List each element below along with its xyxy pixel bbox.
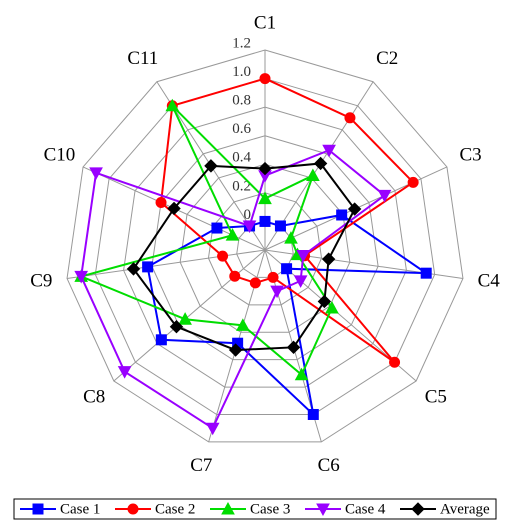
category-label: C7: [190, 455, 212, 476]
marker: [142, 261, 154, 273]
series-line: [159, 77, 415, 364]
series-line: [80, 149, 387, 430]
r-tick-label: 1.2: [232, 35, 251, 51]
grid-ring: [94, 78, 436, 415]
category-label: C3: [459, 144, 481, 165]
category-label: C8: [83, 386, 105, 407]
marker: [229, 270, 241, 282]
marker: [377, 189, 392, 203]
r-tick-label: 0.8: [232, 93, 251, 109]
spoke: [113, 249, 266, 382]
grid-ring: [66, 49, 464, 443]
legend-marker: [316, 503, 330, 517]
marker: [259, 215, 271, 227]
marker: [178, 312, 192, 325]
marker: [126, 262, 141, 276]
legend-label: Case 2: [155, 501, 195, 517]
category-label: C2: [376, 48, 398, 69]
marker: [205, 422, 220, 436]
series-line: [132, 162, 356, 352]
legend-marker: [32, 503, 44, 515]
grid: C1 C2 C3 C4 C5 C6 C7 C8 C9 C10 C11 0 0.2 0.4 0.6 0.8 1.0…: [30, 12, 500, 476]
legend: Case 1 Case 2 Case 3 Case 4 Average: [20, 501, 490, 517]
legend-label: Case 3: [250, 501, 290, 517]
marker: [204, 159, 218, 173]
category-label: C9: [30, 271, 52, 292]
marker: [217, 250, 229, 262]
grid-ring: [151, 135, 379, 361]
legend-marker: [411, 502, 425, 516]
legend-label: Case 4: [345, 501, 386, 517]
grid-ring: [123, 106, 407, 388]
marker: [313, 156, 328, 171]
legend-label: Average: [440, 501, 490, 517]
marker: [267, 271, 279, 283]
marker: [155, 334, 167, 346]
marker: [389, 356, 401, 368]
category-label: C5: [425, 386, 447, 407]
legend-marker: [221, 501, 235, 515]
legend-marker: [127, 503, 139, 515]
legend-label: Case 1: [60, 501, 100, 517]
marker: [270, 285, 284, 299]
plot: [74, 73, 432, 436]
marker: [242, 220, 257, 234]
r-tick-label: 0.6: [232, 121, 251, 137]
marker: [296, 249, 311, 263]
marker: [344, 112, 356, 124]
marker: [89, 167, 103, 180]
marker: [211, 222, 223, 234]
category-label: C1: [254, 12, 276, 33]
marker: [259, 73, 271, 85]
r-tick-label: 0.4: [232, 150, 251, 166]
marker: [258, 191, 272, 205]
marker: [407, 176, 419, 188]
marker: [155, 197, 167, 209]
marker: [249, 277, 261, 289]
marker: [306, 168, 320, 181]
marker: [258, 161, 272, 176]
category-label: C11: [127, 48, 158, 69]
marker: [325, 300, 339, 314]
r-tick-label: 0.2: [232, 178, 251, 194]
marker: [294, 367, 309, 381]
grid-ring: [207, 192, 323, 306]
r-tick-label: 0: [244, 207, 252, 223]
spoke: [66, 249, 266, 279]
marker: [347, 202, 362, 216]
marker: [167, 201, 181, 216]
series-line: [78, 105, 334, 377]
marker: [420, 267, 432, 279]
marker: [321, 252, 336, 266]
marker: [307, 408, 319, 420]
marker: [322, 144, 336, 158]
category-label: C6: [318, 455, 340, 476]
marker: [281, 263, 293, 275]
marker: [284, 231, 298, 244]
marker: [169, 320, 184, 334]
marker: [117, 366, 132, 379]
marker: [274, 220, 286, 232]
marker: [286, 340, 301, 355]
marker: [317, 294, 332, 309]
marker: [165, 98, 180, 112]
marker: [228, 343, 243, 357]
marker: [74, 270, 89, 284]
series-line: [146, 213, 430, 418]
category-label: C10: [44, 144, 76, 165]
category-label: C4: [478, 271, 501, 292]
marker: [293, 275, 308, 288]
grid-ring: [179, 163, 351, 333]
marker: [236, 318, 250, 331]
r-tick-label: 1.0: [232, 64, 251, 80]
marker: [225, 228, 240, 241]
marker: [336, 209, 348, 221]
